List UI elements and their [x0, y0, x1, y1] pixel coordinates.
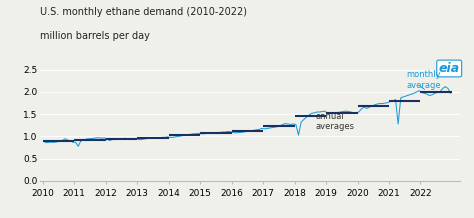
Text: U.S. monthly ethane demand (2010-2022): U.S. monthly ethane demand (2010-2022) — [40, 7, 247, 17]
Text: monthly
average: monthly average — [406, 70, 441, 90]
Text: annual
averages: annual averages — [315, 112, 354, 131]
Text: million barrels per day: million barrels per day — [40, 31, 150, 41]
Text: eia: eia — [438, 62, 460, 75]
